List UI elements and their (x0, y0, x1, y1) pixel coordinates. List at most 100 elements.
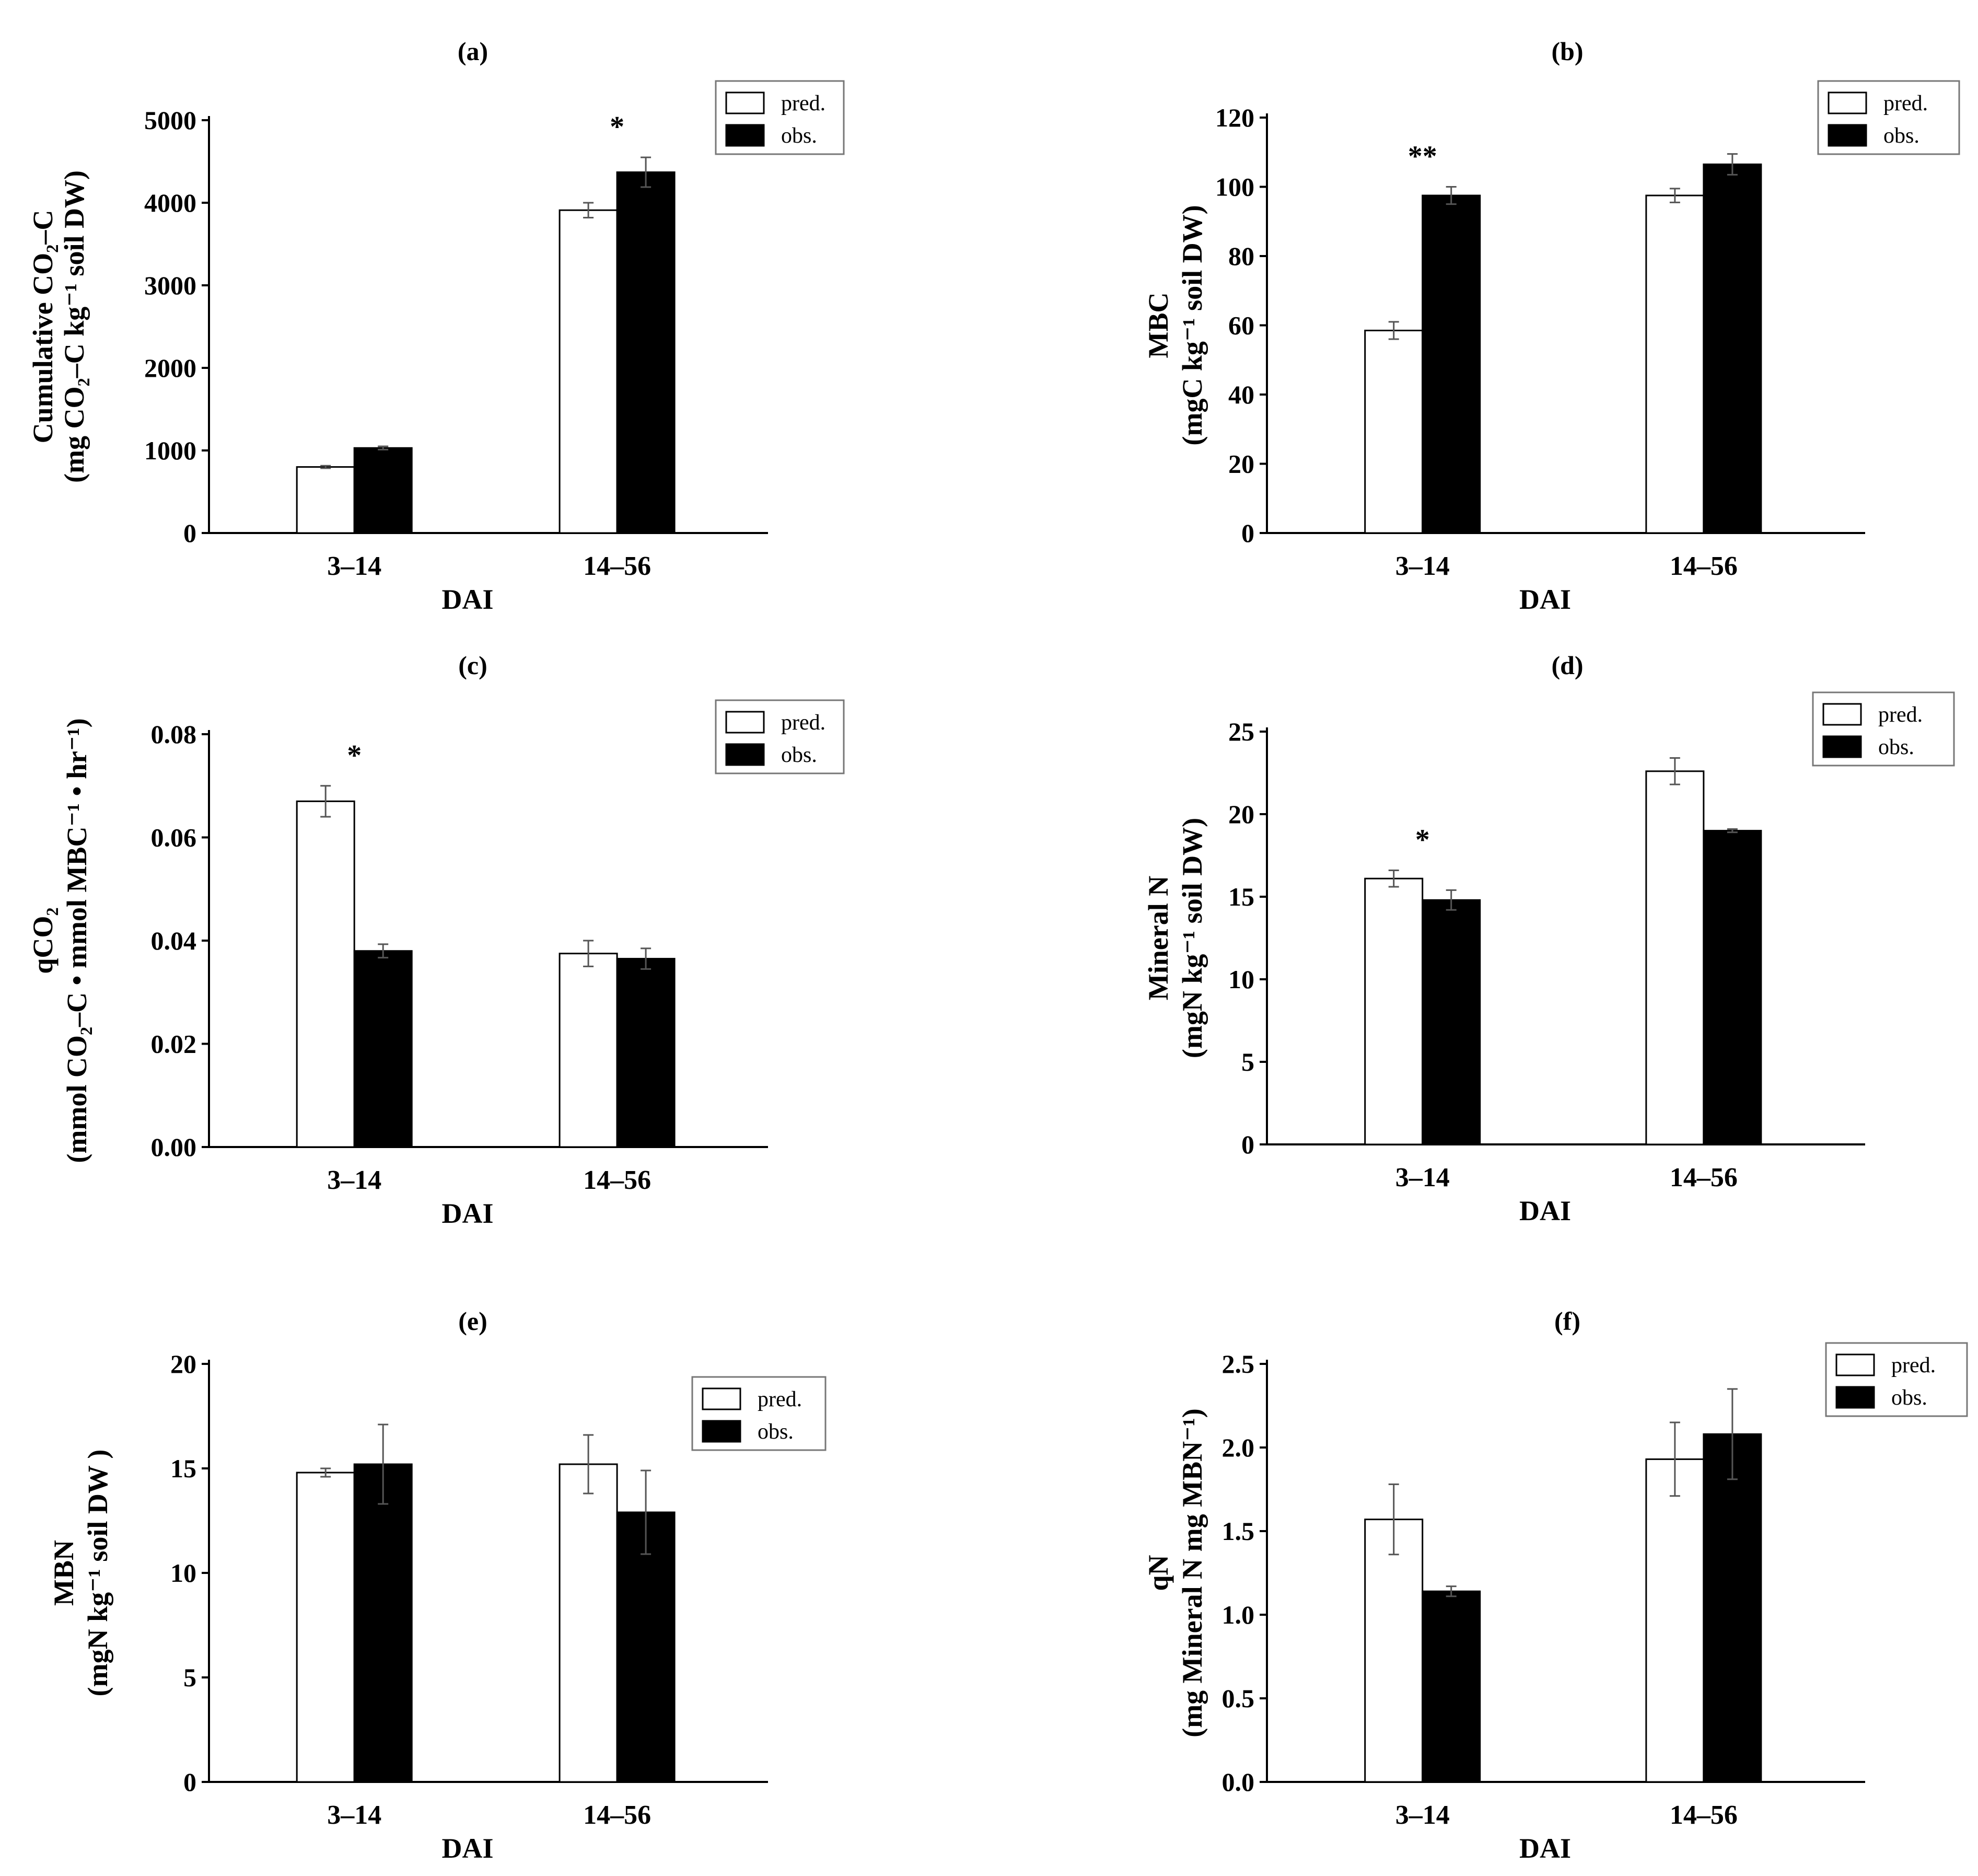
bar-pred (1645, 194, 1705, 534)
x-tick-label: 14–56 (583, 1165, 651, 1195)
significance-marker: * (1415, 824, 1430, 856)
x-tick-label: 3–14 (1395, 551, 1450, 581)
legend-swatch-pred (1828, 91, 1867, 114)
y-axis-label: (mgC kg⁻¹ soil DW) (1177, 205, 1208, 445)
y-tick-label: 20 (1228, 800, 1254, 829)
y-tick-label: 2.0 (1222, 1433, 1255, 1462)
x-tick-label: 3–14 (327, 1165, 381, 1195)
y-axis-label: (mgN kg⁻¹ soil DW ) (82, 1450, 113, 1697)
legend-label: obs. (781, 743, 817, 767)
x-axis-label: DAI (1519, 1195, 1571, 1226)
legend-label: obs. (1878, 735, 1914, 759)
bar-pred (1364, 329, 1424, 534)
y-tick-label: 10 (1228, 965, 1254, 994)
panel-title: (e) (458, 1306, 487, 1336)
y-tick-label: 4000 (144, 188, 196, 217)
bar-pred (559, 1463, 618, 1783)
x-tick-label: 3–14 (327, 551, 381, 581)
y-tick-label: 1.5 (1222, 1516, 1255, 1546)
y-tick-label: 0.08 (151, 720, 197, 749)
bar-obs (1703, 830, 1762, 1145)
bar-obs (616, 171, 676, 534)
y-tick-label: 0.06 (151, 823, 197, 852)
y-axis-label: Cumulative CO₂–C (27, 210, 59, 444)
chart-panel-e: (e) 0 5 10 15 20 MBN (mgN kg⁻¹ soil DW ) 3–14 14–… (48, 1306, 827, 1864)
y-axis-label: qCO₂ (27, 907, 59, 974)
legend-label: obs. (1891, 1386, 1927, 1410)
legend: pred. obs. (691, 1376, 827, 1451)
bar-obs (616, 1511, 676, 1783)
y-tick-label: 0 (1241, 518, 1254, 548)
y-tick-label: 100 (1215, 172, 1254, 202)
legend-swatch-obs (1835, 1386, 1875, 1409)
x-axis-label: DAI (441, 1833, 493, 1864)
legend-label: obs. (758, 1420, 794, 1444)
bar-obs (1422, 1590, 1481, 1783)
legend-swatch-obs (725, 124, 765, 147)
y-tick-label: 60 (1228, 311, 1254, 340)
legend-label: pred. (758, 1387, 802, 1411)
bar-pred (296, 1472, 355, 1783)
x-axis-label: DAI (1519, 1833, 1571, 1864)
x-tick-label: 14–56 (1670, 551, 1738, 581)
chart-panel-a: (a) 0 1000 2000 3000 4000 5000 Cumulative CO₂–C… (27, 37, 845, 615)
y-tick-label: 0.0 (1222, 1767, 1255, 1797)
y-tick-label: 40 (1228, 380, 1254, 409)
y-tick-label: 0.00 (151, 1132, 197, 1162)
legend-label: obs. (781, 124, 817, 148)
bar-obs (1703, 163, 1762, 534)
y-tick-label: 1.0 (1222, 1600, 1255, 1629)
y-tick-label: 2.5 (1222, 1349, 1255, 1379)
x-tick-label: 14–56 (583, 551, 651, 581)
significance-marker: * (347, 739, 362, 772)
legend-swatch-pred (1822, 703, 1862, 726)
x-tick-label: 14–56 (1670, 1163, 1738, 1192)
x-axis-label: DAI (1519, 584, 1571, 615)
y-axis-label: Mineral N (1143, 876, 1174, 1000)
legend-swatch-obs (725, 743, 765, 766)
panel-title: (f) (1554, 1306, 1580, 1336)
legend-swatch-pred (725, 711, 765, 734)
bar-obs (1422, 194, 1481, 534)
chart-panel-d: (d) 0 5 10 15 20 25 Mineral N (mgN kg⁻¹ soil DW)… (1143, 651, 1955, 1226)
legend-label: pred. (1883, 91, 1928, 115)
panel-title: (c) (458, 651, 487, 680)
significance-marker: ** (1408, 141, 1437, 173)
chart-panel-b: (b) 0 20 40 60 80 100 120 MBC (mgC kg⁻¹ soil DW) 3… (1143, 37, 1960, 615)
y-tick-label: 0 (183, 518, 196, 548)
legend-label: pred. (781, 91, 825, 115)
significance-marker: * (610, 111, 624, 143)
y-tick-label: 15 (1228, 882, 1254, 911)
bar-pred (296, 800, 355, 1148)
y-axis-label: qN (1143, 1555, 1174, 1591)
y-axis-label: (mmol CO₂–C • mmol MBC⁻¹ • hr⁻¹) (61, 718, 92, 1163)
y-tick-label: 0 (1241, 1130, 1254, 1159)
bar-pred (559, 209, 618, 534)
y-tick-label: 0 (183, 1767, 196, 1797)
bar-pred (296, 466, 355, 534)
y-tick-label: 5 (183, 1663, 196, 1692)
legend-label: pred. (1878, 703, 1923, 727)
bar-obs (353, 950, 413, 1148)
x-tick-label: 3–14 (1395, 1800, 1450, 1830)
legend-swatch-obs (1828, 124, 1867, 147)
x-tick-label: 3–14 (1395, 1163, 1450, 1192)
y-tick-label: 5 (1241, 1047, 1254, 1076)
y-tick-label: 2000 (144, 353, 196, 383)
y-tick-label: 3000 (144, 271, 196, 300)
x-axis-label: DAI (441, 1198, 493, 1229)
legend-label: pred. (1891, 1353, 1936, 1377)
y-axis-label: (mg CO₂–C kg⁻¹ soil DW) (59, 170, 90, 483)
y-axis-label: MBC (1143, 293, 1174, 358)
x-tick-label: 3–14 (327, 1800, 381, 1830)
panel-title: (d) (1551, 651, 1583, 680)
bar-obs (353, 1463, 413, 1783)
bar-pred (1645, 1458, 1705, 1783)
x-tick-label: 14–56 (583, 1800, 651, 1830)
legend-swatch-pred (1835, 1353, 1875, 1376)
y-tick-label: 1000 (144, 436, 196, 465)
bar-obs (616, 958, 676, 1148)
legend-swatch-obs (702, 1420, 741, 1443)
y-axis-label: (mgN kg⁻¹ soil DW) (1177, 818, 1208, 1058)
